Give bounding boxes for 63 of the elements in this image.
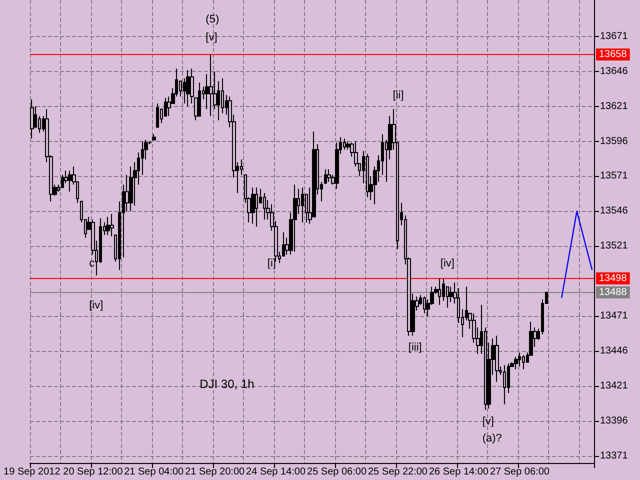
annotation: (a)? [482,432,502,444]
x-tick-label: 21 Sep 20:00 [185,466,246,478]
annotation: [iii] [408,342,422,354]
candlestick [190,68,194,104]
candlestick [366,153,369,198]
x-tick-label: 20 Sep 12:00 [63,466,124,478]
annotation: [iv] [440,258,454,270]
candlestick [61,174,64,188]
x-tick-label: 25 Sep 22:00 [368,466,428,478]
candlestick [255,186,258,228]
candlestick [110,214,114,237]
candlestick [156,103,159,128]
annotation: [v] [206,32,218,44]
candlestick [518,352,521,367]
annotation: [ii] [392,90,404,102]
candlestick [514,356,518,370]
candlestick [106,216,110,236]
candlestick [522,354,525,370]
annotation: [iv] [89,300,104,312]
y-tick-label: 13596 [600,136,628,147]
x-tick-label: 25 Sep 06:00 [307,466,367,478]
y-tick-label: 13446 [600,346,628,357]
candlestick [30,98,34,139]
x-tick-label: 19 Sep 2012 [4,466,61,478]
y-tick-label: 13521 [600,240,628,252]
candlestick [343,138,346,150]
candlestick [327,168,331,182]
candlestick [186,69,190,107]
y-tick-label: 13646 [600,66,628,77]
annotation: [v] [482,416,494,428]
annotation: DJI 30, 1h [200,377,254,391]
candlestick [152,134,156,140]
candlestick [301,186,304,223]
candlestick [251,186,255,224]
y-tick-label: 13546 [600,206,628,217]
y-tick-label: 13621 [600,100,628,112]
candlestick [198,82,201,117]
candlestick [129,166,133,212]
annotation: c [89,258,96,270]
candlestick [263,192,266,220]
candlestick [423,296,426,314]
candlestick [68,170,72,192]
y-tick-label: 13671 [600,30,628,42]
y-tick-label: 13396 [600,416,628,427]
y-tick-label: 13371 [600,450,628,462]
candlestick [209,54,213,117]
y-tick-label: 13571 [600,170,628,182]
candlestick [324,168,327,184]
candlestick [438,278,441,306]
y-tick-label: 13471 [600,310,628,322]
x-tick-label: 21 Sep 04:00 [124,466,184,478]
candlestick [495,335,499,382]
candlestick [503,364,506,405]
y-tick-label: 13421 [600,380,628,392]
x-tick-label: 27 Sep 06:00 [490,466,550,478]
ref-line-label: 13488 [599,286,628,298]
candlestick [293,184,297,252]
annotation: [i] [267,258,276,270]
x-tick-label: 24 Sep 14:00 [246,466,306,478]
annotation: (5) [206,14,220,26]
x-tick-label: 26 Sep 14:00 [428,466,489,478]
ref-line-label: 13658 [599,49,628,60]
ref-line-label: 13498 [599,272,628,284]
